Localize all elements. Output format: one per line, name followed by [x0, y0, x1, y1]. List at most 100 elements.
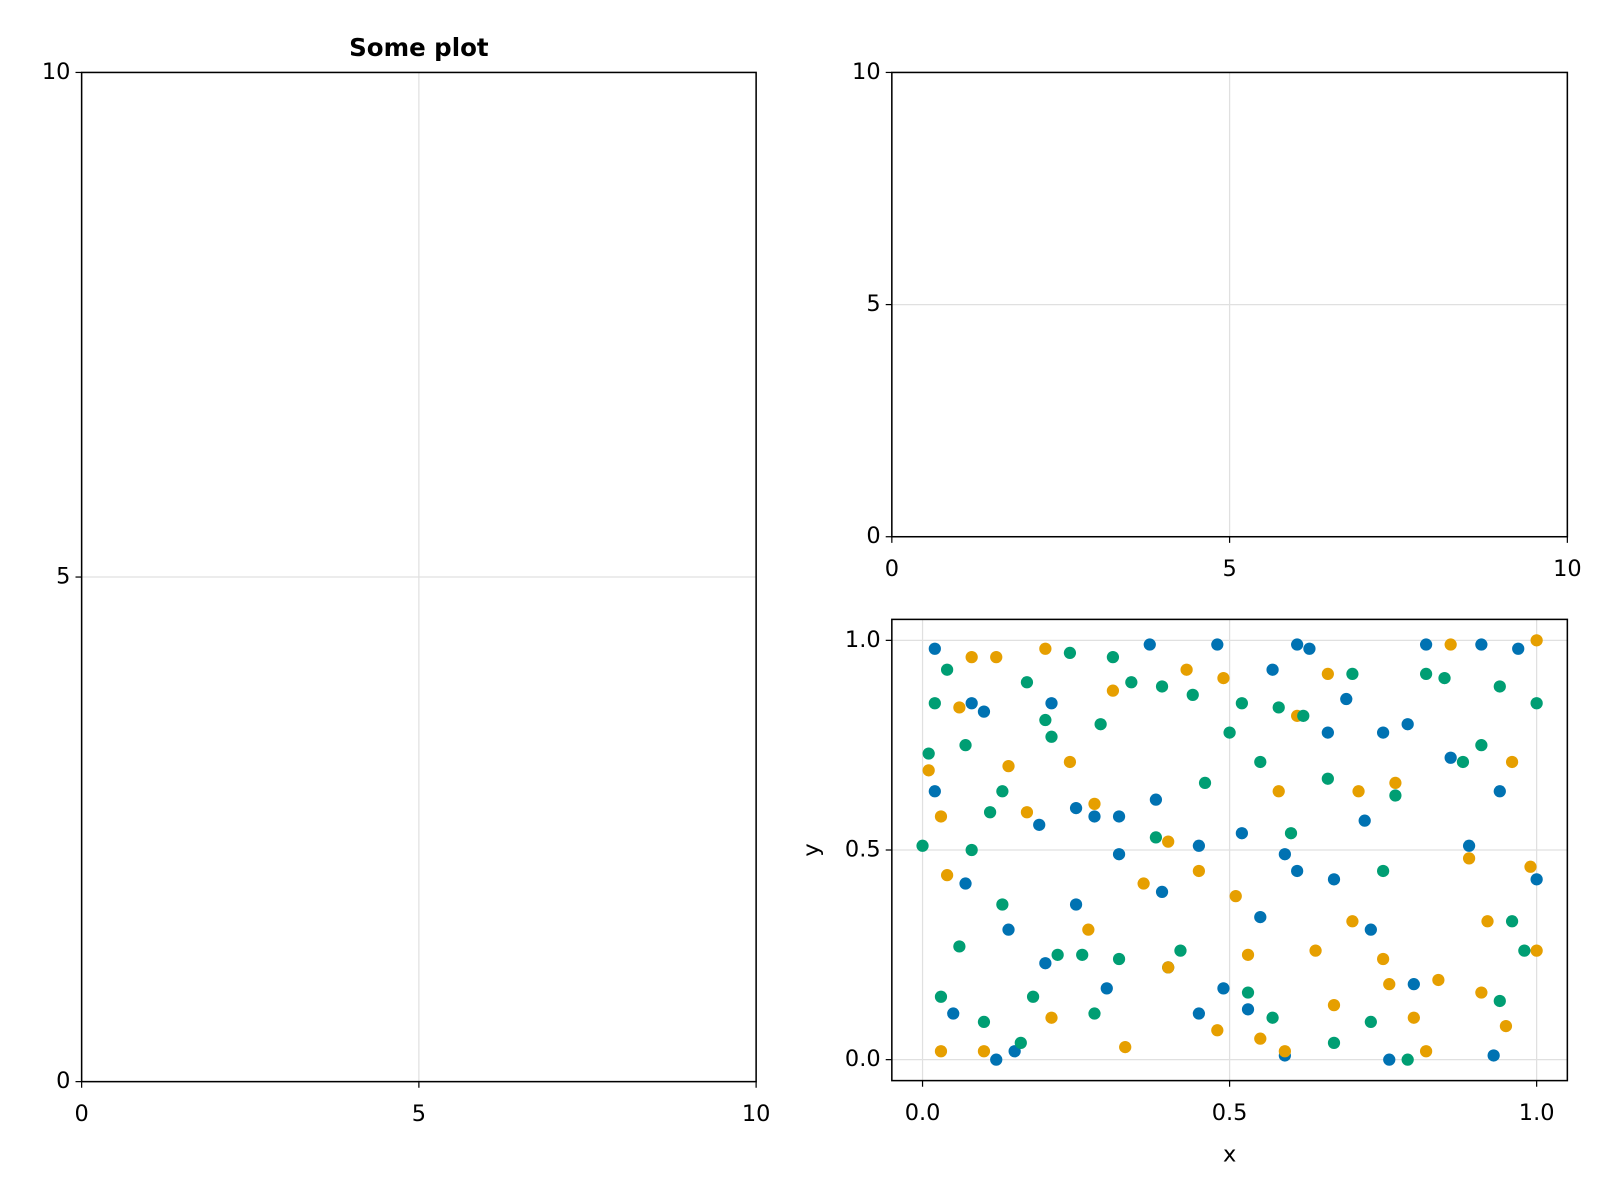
scatter-point: [1033, 818, 1046, 831]
scatter-point: [1266, 663, 1279, 676]
scatter-point: [1389, 776, 1402, 790]
scatter-point: [1100, 982, 1113, 995]
scatter-point: [1112, 810, 1126, 823]
scatter-point: [1346, 667, 1359, 681]
scatter-point: [1254, 755, 1267, 769]
scatter-point: [1192, 839, 1206, 852]
scatter-point: [1438, 671, 1451, 685]
y-tick-label: 0: [56, 1068, 70, 1094]
scatter-point: [1235, 697, 1248, 710]
scatter-point: [1401, 1053, 1414, 1066]
scatter-point: [1389, 789, 1402, 802]
scatter-point: [1266, 1011, 1279, 1024]
x-tick-label: 1.0: [1519, 1100, 1555, 1126]
scatter-point: [1186, 688, 1199, 701]
scatter-point: [1321, 772, 1334, 785]
scatter-point: [1309, 944, 1322, 957]
x-tick-label: 0.5: [1212, 1100, 1248, 1126]
scatter-point: [928, 697, 941, 710]
scatter-point: [1284, 827, 1298, 840]
scatter-point: [1524, 860, 1537, 873]
scatter-point: [1462, 852, 1476, 865]
scatter-point: [1493, 994, 1506, 1008]
scatter-point: [1137, 877, 1150, 890]
scatter-point: [1088, 797, 1101, 810]
scatter-point: [1407, 1011, 1420, 1024]
scatter-point: [1376, 952, 1390, 966]
scatter-point: [996, 898, 1009, 911]
scatter-point: [1063, 646, 1077, 660]
axis-frame: [80, 71, 757, 1083]
scatter-point: [1364, 1015, 1377, 1029]
scatter-point: [1026, 990, 1040, 1003]
scatter-point: [1462, 839, 1476, 852]
x-tick-label: 0: [74, 1101, 88, 1127]
scatter-point: [953, 701, 966, 714]
y-tick-label: 0: [866, 523, 880, 549]
scatter-point: [934, 990, 948, 1003]
scatter-point: [977, 1045, 991, 1058]
scatter-point: [1039, 713, 1052, 727]
scatter-point: [1419, 667, 1433, 681]
scatter-point: [1217, 671, 1230, 685]
scatter-point: [1162, 961, 1175, 974]
scatter-point: [1008, 1045, 1021, 1058]
scatter-point: [1229, 890, 1242, 903]
scatter-point: [1327, 999, 1341, 1012]
scatter-point: [1321, 667, 1334, 681]
scatter-point: [1352, 785, 1365, 798]
scatter-point: [1069, 898, 1083, 911]
scatter-point: [1082, 923, 1095, 936]
scatter-point: [1512, 642, 1525, 655]
scatter-point: [1358, 814, 1371, 827]
scatter-point: [922, 747, 935, 760]
scatter-point: [1475, 739, 1488, 752]
scatter-point: [1254, 1032, 1267, 1045]
scatter-point: [940, 663, 954, 676]
scatter-point: [1278, 848, 1291, 861]
scatter-point: [1444, 751, 1457, 764]
scatter-point: [1198, 776, 1212, 790]
scatter-point: [1088, 810, 1101, 823]
scatter-point: [983, 806, 997, 819]
scatter-point: [1241, 986, 1255, 999]
scatter-point: [1051, 948, 1064, 961]
scatter-point: [959, 739, 972, 752]
scatter-point: [977, 1015, 991, 1029]
scatter-point: [934, 810, 948, 823]
scatter-point: [1291, 864, 1304, 878]
scatter-point: [1106, 684, 1120, 697]
scatter-point: [934, 1045, 948, 1058]
scatter-point: [1217, 982, 1230, 995]
scatter-point: [1444, 638, 1457, 651]
scatter-point: [1241, 948, 1255, 961]
scatter-point: [1223, 726, 1236, 739]
scatter-point: [953, 940, 966, 953]
scatter-point: [1155, 885, 1169, 899]
scatter-point: [1505, 915, 1519, 928]
scatter-point: [1530, 944, 1543, 957]
y-tick-label: 5: [866, 291, 880, 317]
scatter-point: [928, 785, 941, 798]
scatter-point: [1383, 1053, 1396, 1066]
scatter-point: [1475, 986, 1488, 999]
scatter-point: [1088, 1007, 1101, 1020]
scatter-point: [928, 642, 941, 655]
scatter-point: [1211, 638, 1224, 651]
scatter-point: [947, 1007, 960, 1020]
scatter-point: [1014, 1036, 1027, 1049]
scatter-point: [1143, 638, 1156, 651]
scatter-point: [1125, 676, 1138, 689]
scatter-point: [1499, 1019, 1513, 1033]
scatter-point: [1063, 755, 1077, 769]
y-tick-label: 10: [852, 59, 881, 85]
scatter-point: [1530, 634, 1543, 647]
y-axis-label: y: [799, 843, 825, 856]
scatter-point: [1340, 692, 1353, 706]
scatter-point: [1346, 915, 1359, 928]
scatter-point: [977, 705, 991, 718]
scatter-point: [922, 764, 935, 777]
scatter-point: [1045, 1011, 1058, 1024]
scatter-point: [1112, 848, 1126, 861]
